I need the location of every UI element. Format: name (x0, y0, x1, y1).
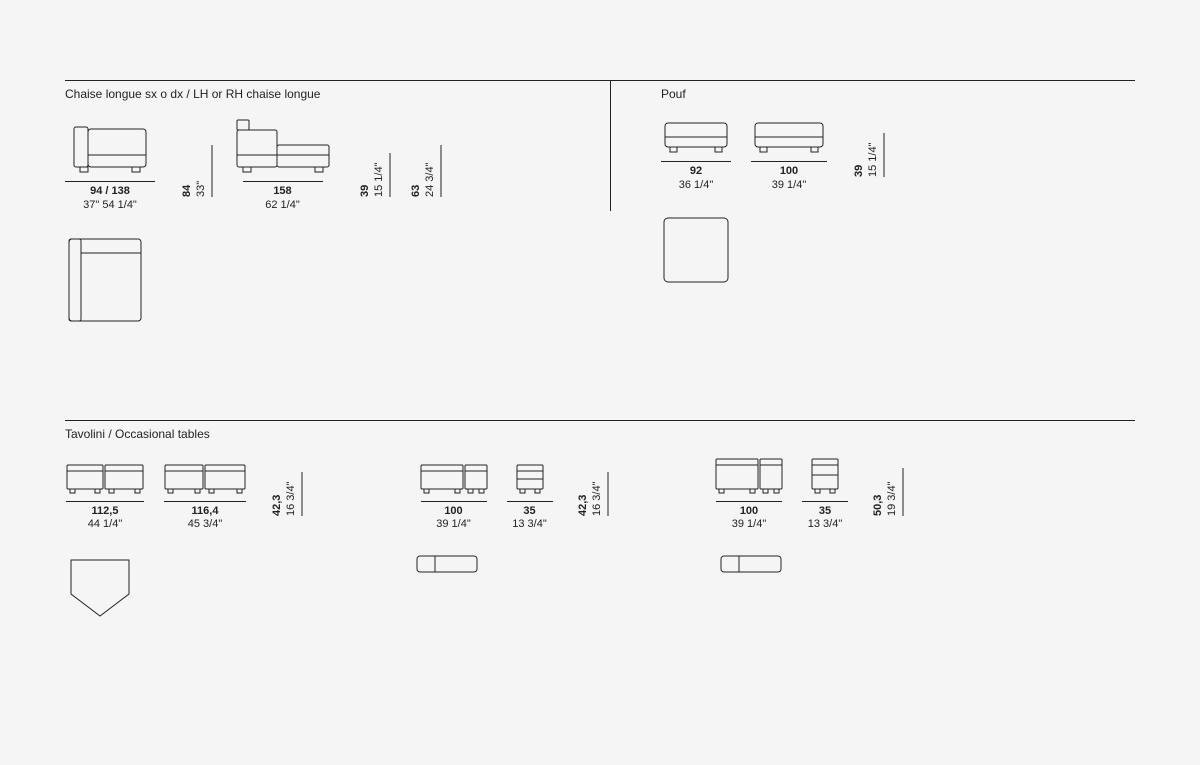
section-title: Chaise longue sx o dx / LH or RH chaise … (65, 81, 610, 115)
dim-height-g2: 42,3 16 3/4" (577, 472, 609, 516)
chaise-plan-row (65, 235, 610, 325)
dim-height-39: 39 15 1/4" (359, 153, 391, 197)
tables-row: 112,5 44 1/4" (65, 455, 1135, 533)
dim-width: 112,5 44 1/4" (66, 501, 144, 533)
dim-width: 158 62 1/4" (243, 181, 323, 213)
pouf-item-2: 100 39 1/4" (751, 115, 827, 193)
chaise-front-svg (70, 115, 150, 175)
dim-width: 100 39 1/4" (716, 501, 782, 533)
dim-height-63: 63 24 3/4" (410, 145, 442, 197)
section-tables: Tavolini / Occasional tables (65, 421, 1135, 623)
table-svg (419, 461, 489, 495)
pouf-item-1: 92 36 1/4" (661, 115, 731, 193)
table-svg (163, 461, 247, 495)
dim-width: 35 13 3/4" (802, 501, 848, 533)
chaise-side-svg (233, 115, 333, 175)
dim-width: 116,4 45 3/4" (164, 501, 246, 533)
table-g2-b: 35 13 3/4" (507, 461, 553, 533)
table-svg (65, 461, 145, 495)
section-pouf: Pouf 92 36 1/4" (611, 81, 1131, 325)
section-title: Pouf (661, 81, 1131, 115)
table-g2-a: 100 39 1/4" (419, 461, 489, 533)
dim-width: 94 / 138 37" 54 1/4" (65, 181, 155, 213)
dim-width: 35 13 3/4" (507, 501, 553, 533)
table-g1-a: 112,5 44 1/4" (65, 461, 145, 533)
dim-height-g1: 42,3 16 3/4" (271, 472, 303, 516)
table-svg (810, 455, 840, 495)
table-g3-b: 35 13 3/4" (802, 455, 848, 533)
table-g1-b: 116,4 45 3/4" (163, 461, 247, 533)
dim-width: 100 39 1/4" (751, 161, 827, 193)
dim-height-84: 84 33" (181, 145, 213, 197)
pouf2-svg (752, 115, 826, 155)
table-svg (515, 461, 545, 495)
section-row-1: Chaise longue sx o dx / LH or RH chaise … (65, 81, 1135, 325)
pouf-plan-svg (661, 215, 731, 285)
dim-width: 92 36 1/4" (661, 161, 731, 193)
table-plan-pentagon (65, 554, 135, 622)
chaise-item-2: 158 62 1/4" (233, 115, 333, 213)
dim-height-pouf: 39 15 1/4" (853, 133, 885, 177)
section-chaise: Chaise longue sx o dx / LH or RH chaise … (65, 81, 610, 325)
pouf-plan-row (661, 215, 1131, 285)
section-title: Tavolini / Occasional tables (65, 421, 1135, 455)
tables-plan-row (65, 554, 1135, 622)
spec-page: Chaise longue sx o dx / LH or RH chaise … (0, 0, 1200, 765)
table-svg (714, 455, 784, 495)
table-plan-rect (719, 554, 783, 574)
table-g3-a: 100 39 1/4" (714, 455, 784, 533)
pouf1-svg (662, 115, 730, 155)
chaise-item-1: 94 / 138 37" 54 1/4" (65, 115, 155, 213)
dim-width: 100 39 1/4" (421, 501, 487, 533)
pouf-row: 92 36 1/4" 100 3 (661, 115, 1131, 193)
chaise-row: 94 / 138 37" 54 1/4" 84 33" (65, 115, 610, 213)
chaise-plan-svg (65, 235, 145, 325)
dim-height-g3: 50,3 19 3/4" (872, 468, 904, 516)
table-plan-rect (415, 554, 479, 574)
